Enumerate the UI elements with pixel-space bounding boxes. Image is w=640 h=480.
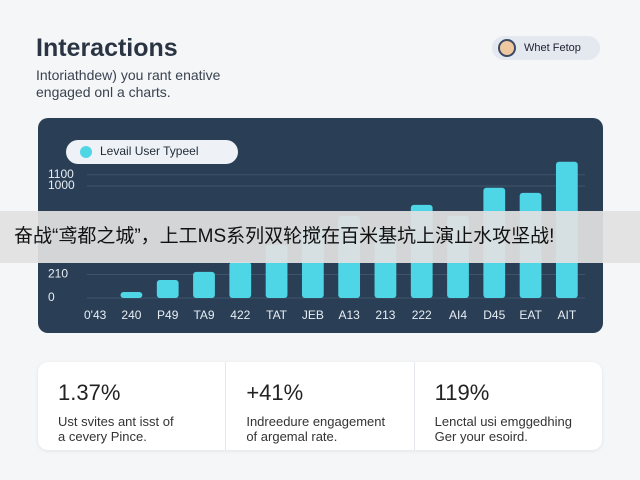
- x-tick-label: AIT: [558, 308, 577, 322]
- bar: [229, 261, 252, 298]
- overlay-banner: 奋战“鸢都之城”，上工MS系列双轮搅在百米基坑上演止水攻坚战!: [0, 211, 640, 263]
- stat-value: +41%: [246, 380, 304, 405]
- x-tick-label: 222: [412, 308, 432, 322]
- y-tick-label: 1000: [48, 178, 75, 192]
- stat-card: 1.37% Ust svites ant isst of a cevery Pinc…: [38, 362, 227, 450]
- stat-cards: 1.37% Ust svites ant isst of a cevery Pinc…: [38, 362, 602, 450]
- x-tick-label: 0'43: [84, 308, 107, 322]
- stat-value: 1.37%: [58, 380, 121, 405]
- stat-description: a cevery Pince.: [58, 429, 147, 444]
- stat-description: Indreedure engagement: [246, 414, 386, 429]
- x-tick-label: 240: [121, 308, 141, 322]
- x-tick-label: D45: [483, 308, 505, 322]
- y-tick-label: 210: [48, 267, 68, 281]
- stat-card: +41% Indreedure engagement of argemal rate…: [226, 362, 415, 450]
- button-label: Whet Fetop: [524, 42, 581, 54]
- legend-swatch: [80, 146, 92, 158]
- x-tick-label: A13: [338, 308, 360, 322]
- stat-description: Lenctal usi emggedhing: [434, 414, 572, 429]
- x-tick-label: AI4: [449, 308, 467, 322]
- profile-button[interactable]: Whet Fetop: [492, 36, 600, 60]
- x-tick-label: TAT: [266, 308, 288, 322]
- x-tick-label: 213: [375, 308, 395, 322]
- stat-value: 119%: [434, 380, 490, 405]
- bar: [193, 271, 215, 298]
- subtitle: Intoriathdew) you rant enative: [36, 67, 221, 83]
- avatar: [498, 39, 516, 57]
- x-tick-label: JEB: [302, 308, 324, 322]
- x-tick-label: P49: [157, 308, 179, 322]
- legend: [66, 140, 238, 164]
- stat-description: Ust svites ant isst of: [58, 414, 174, 429]
- y-tick-label: 0: [48, 290, 55, 304]
- bar: [156, 279, 179, 298]
- stat-description: of argemal rate.: [246, 429, 338, 444]
- x-tick-label: TA9: [193, 308, 214, 322]
- x-tick-label: EAT: [519, 308, 542, 322]
- subtitle: engaged onl a charts.: [36, 84, 171, 100]
- bar: [120, 291, 143, 298]
- y-tick-label: 1100: [48, 167, 74, 181]
- legend-label: Levail User Typeel: [100, 144, 199, 158]
- page-title: Interactions: [36, 34, 178, 62]
- stat-card: 119% Lenctal usi emggedhing Ger your esoir…: [415, 362, 602, 450]
- stat-description: Ger your esoird.: [434, 429, 528, 444]
- x-tick-label: 422: [230, 308, 250, 322]
